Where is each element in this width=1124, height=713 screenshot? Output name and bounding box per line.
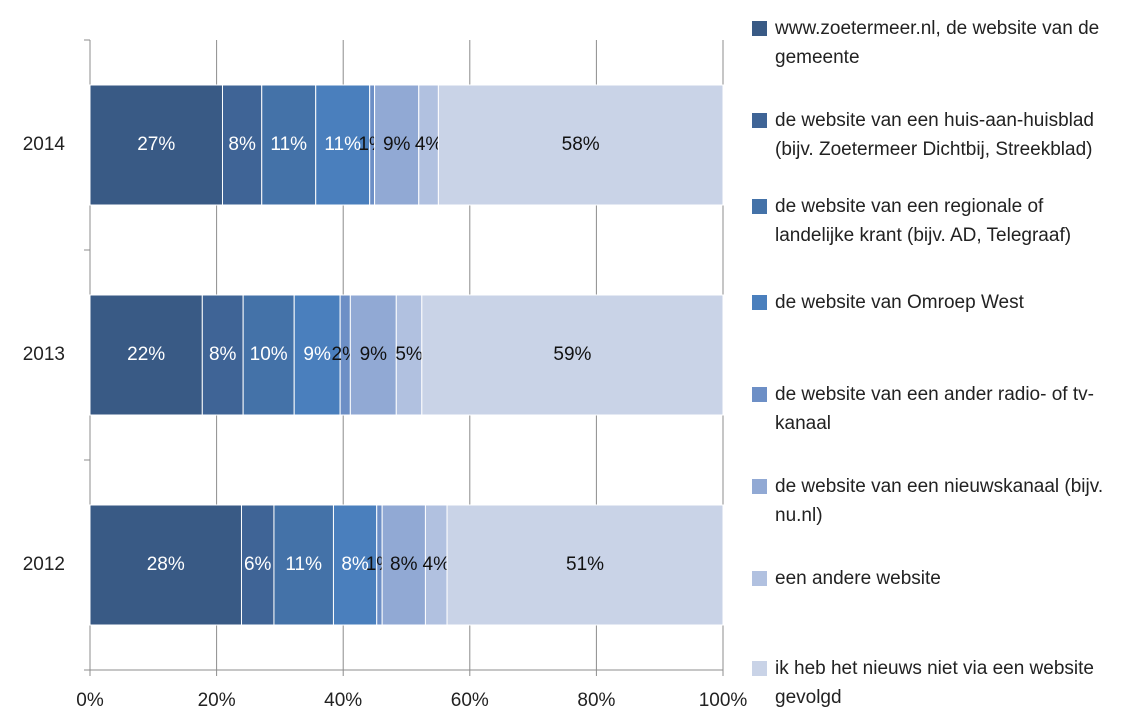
data-label: 8% bbox=[341, 554, 369, 575]
legend-swatch bbox=[752, 387, 767, 402]
y-tick-label: 2012 bbox=[23, 554, 65, 575]
legend-label: de website van een regionale of landelij… bbox=[775, 196, 1072, 246]
legend-swatch bbox=[752, 661, 767, 676]
legend-label: de website van een huis-aan-huisblad (bi… bbox=[775, 110, 1094, 160]
data-label: 11% bbox=[270, 134, 307, 155]
x-tick-label: 40% bbox=[324, 690, 362, 711]
legend-label: ik heb het nieuws niet via een website g… bbox=[775, 658, 1094, 708]
legend-swatch bbox=[752, 21, 767, 36]
data-label: 8% bbox=[390, 554, 418, 575]
bar-segment bbox=[273, 504, 334, 626]
legend-label: een andere website bbox=[775, 568, 941, 589]
data-label: 8% bbox=[209, 344, 237, 365]
legend-item: de website van een nieuwskanaal (bijv. n… bbox=[752, 472, 1120, 530]
bar-segment bbox=[315, 84, 371, 206]
x-tick-label: 0% bbox=[76, 690, 104, 711]
data-label: 8% bbox=[228, 134, 256, 155]
data-label: 28% bbox=[147, 554, 185, 575]
legend-item: de website van een regionale of landelij… bbox=[752, 192, 1120, 250]
legend-label: de website van een nieuwskanaal (bijv. n… bbox=[775, 476, 1104, 526]
legend-item: de website van een huis-aan-huisblad (bi… bbox=[752, 106, 1120, 164]
bar-segment bbox=[201, 294, 244, 416]
bar-segment bbox=[332, 504, 378, 626]
bar-segment bbox=[421, 294, 724, 416]
bar-segment bbox=[261, 84, 317, 206]
y-tick-label: 2013 bbox=[23, 344, 65, 365]
chart: 0% 20% 40% 60% 80% 100%2014 27% 8% 11% 11%1%9% 4% 5… bbox=[23, 39, 748, 711]
bar-segment bbox=[437, 84, 724, 206]
x-tick-label: 60% bbox=[451, 690, 489, 711]
bar-segment bbox=[395, 294, 423, 416]
legend-label: www.zoetermeer.nl, de website van de gem… bbox=[775, 18, 1100, 68]
data-label: 11% bbox=[324, 134, 361, 155]
data-label: 5% bbox=[395, 344, 423, 365]
data-label: 4% bbox=[415, 134, 443, 155]
legend-swatch bbox=[752, 479, 767, 494]
data-label: 9% bbox=[383, 134, 411, 155]
data-label: 4% bbox=[423, 554, 451, 575]
bar-segment bbox=[293, 294, 341, 416]
bar-segment bbox=[349, 294, 397, 416]
data-label: 9% bbox=[303, 344, 331, 365]
x-tick-label: 20% bbox=[198, 690, 236, 711]
bar-segment bbox=[374, 84, 420, 206]
legend-item: de website van Omroep West bbox=[752, 288, 1120, 317]
legend-swatch bbox=[752, 199, 767, 214]
legend-label: de website van Omroep West bbox=[775, 292, 1024, 313]
legend-swatch bbox=[752, 113, 767, 128]
data-label: 27% bbox=[137, 134, 175, 155]
bar-segment bbox=[89, 504, 242, 626]
x-tick-label: 80% bbox=[577, 690, 615, 711]
bar-segment bbox=[89, 84, 223, 206]
legend-swatch bbox=[752, 295, 767, 310]
data-label: 51% bbox=[566, 554, 604, 575]
x-tick-label: 100% bbox=[699, 690, 748, 711]
y-tick-label: 2014 bbox=[23, 134, 66, 155]
data-label: 11% bbox=[285, 554, 322, 575]
bar-segment bbox=[381, 504, 426, 626]
legend-label: de website van een ander radio- of tv-ka… bbox=[775, 384, 1094, 434]
legend-item: een andere website bbox=[752, 564, 1120, 593]
legend-item: www.zoetermeer.nl, de website van de gem… bbox=[752, 14, 1120, 72]
bar-segment bbox=[89, 294, 203, 416]
legend-swatch bbox=[752, 571, 767, 586]
data-label: 58% bbox=[562, 134, 600, 155]
legend-item: ik heb het nieuws niet via een website g… bbox=[752, 654, 1120, 712]
data-label: 10% bbox=[250, 344, 288, 365]
bar-segment bbox=[446, 504, 724, 626]
data-label: 6% bbox=[244, 554, 272, 575]
data-label: 9% bbox=[360, 344, 388, 365]
legend-item: de website van een ander radio- of tv-ka… bbox=[752, 380, 1120, 438]
data-label: 22% bbox=[127, 344, 165, 365]
data-label: 59% bbox=[553, 344, 591, 365]
bar-segment bbox=[221, 84, 263, 206]
